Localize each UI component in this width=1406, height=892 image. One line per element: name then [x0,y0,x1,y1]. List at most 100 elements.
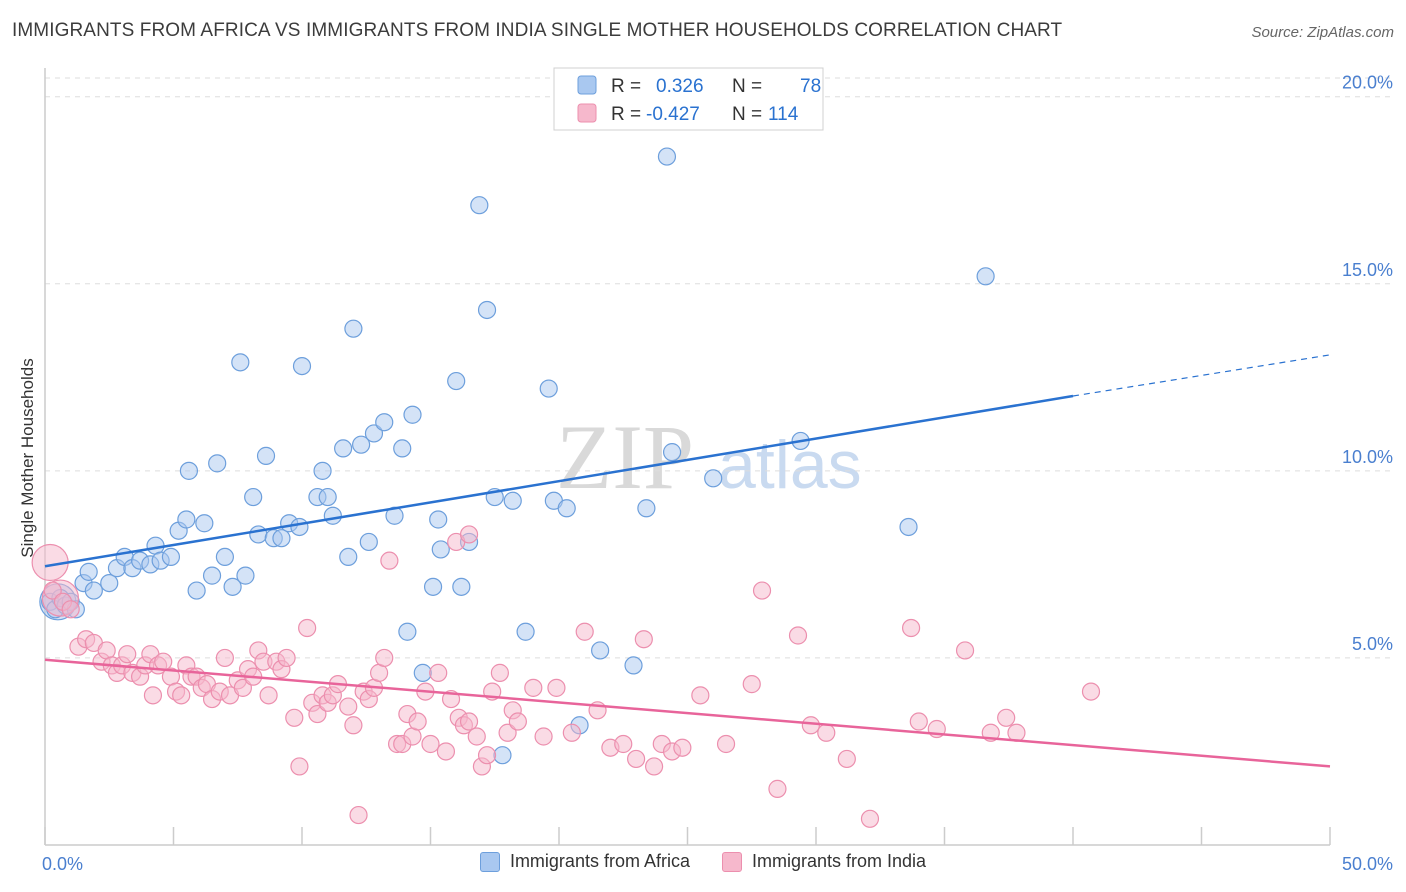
data-point-africa [161,547,181,567]
data-point-africa [503,491,522,510]
data-point-india [801,716,820,735]
data-point-india [524,678,543,697]
data-point-india [716,734,736,754]
y-tick-label: 10.0% [1342,447,1393,467]
watermark-atlas: atlas [718,427,862,503]
legend-swatch-india-bottom [721,851,742,872]
legend-africa-r-value: 0.326 [656,76,704,97]
data-point-india [215,648,234,668]
data-point-india [626,749,646,769]
trend-line-india [44,658,1331,768]
data-point-india [233,678,252,697]
data-point-africa [899,517,918,537]
data-point-africa [323,506,342,525]
y-tick-label: 20.0% [1342,73,1393,93]
data-point-africa [179,461,199,480]
data-point-india [459,712,479,731]
data-point-india [860,809,880,828]
data-point-india [490,663,509,682]
data-point-india [644,757,664,776]
data-point-africa [413,663,432,682]
data-point-india [143,686,163,705]
y-tick-label: 5.0% [1352,634,1393,654]
legend-india-n-value: 114 [768,104,799,125]
data-point-africa [591,641,610,660]
data-point-africa [431,540,450,559]
source-label: Source: ZipAtlas.com [1251,24,1394,41]
data-point-africa [256,446,276,465]
data-point-africa [223,577,242,596]
data-point-india [955,641,975,660]
data-point-africa [398,622,417,641]
data-point-africa [344,319,363,338]
legend-swatch-india [577,103,597,123]
data-point-africa [272,529,291,548]
data-point-india [534,727,553,746]
data-point-india [768,779,787,798]
data-point-africa [452,577,471,596]
legend-swatch-africa-bottom [479,851,500,872]
data-point-africa [393,439,412,458]
legend-africa-n-label: N = [732,76,762,97]
data-point-africa [292,356,312,376]
data-point-africa [187,581,206,600]
data-point-africa [704,469,723,488]
data-point-india [344,716,363,735]
data-point-africa [364,424,384,443]
legend-label-africa: Immigrants from Africa [509,851,690,871]
data-point-india [742,675,761,694]
data-point-india [901,618,921,638]
data-point-india [477,746,497,765]
watermark: ZIP atlas [556,406,862,508]
data-point-india [909,712,928,731]
data-point-africa [423,577,443,596]
trend-line-africa-extension [1072,354,1331,397]
data-point-africa [352,435,371,454]
data-point-india [498,723,517,742]
data-point-africa [236,566,255,585]
data-point-india [339,697,358,716]
data-point-africa [208,454,227,473]
chart-title: IMMIGRANTS FROM AFRICA VS IMMIGRANTS FRO… [12,20,1063,41]
data-point-india [259,686,278,705]
legend-label-india: Immigrants from India [751,851,927,871]
data-point-india [467,727,486,746]
legend-swatch-africa [577,75,597,95]
data-point-africa [313,461,332,480]
legend-africa-r-label: R = [611,76,641,97]
data-point-india [575,622,594,641]
data-point-india [997,708,1016,727]
x-tick-label-min: 0.0% [42,854,83,874]
x-tick-label-max: 50.0% [1342,854,1393,874]
data-point-africa [290,517,309,537]
data-point-india [547,678,566,697]
data-point-india [408,712,427,731]
data-point-india [43,581,62,600]
data-point-india [349,805,368,825]
data-point-india [436,742,456,761]
data-point-africa [334,439,353,458]
data-point-india [614,734,633,754]
y-tick-label: 15.0% [1342,260,1393,280]
trend-lines [44,354,1331,768]
legend-africa-n-value: 78 [800,76,821,97]
data-point-india [752,581,772,600]
data-points [31,147,1101,828]
data-point-india [154,652,173,671]
data-point-africa [637,499,656,518]
data-point-africa [470,196,489,215]
data-point-africa [339,547,358,567]
data-point-africa [100,573,119,593]
data-point-india [61,600,80,619]
data-point-africa [976,267,995,286]
legend-box [553,67,824,131]
data-point-india [380,551,399,570]
data-point-india [1081,682,1101,701]
data-point-india [691,686,710,705]
axes [44,68,1331,846]
data-point-africa [375,413,394,432]
data-point-india [429,663,448,682]
data-point-india [308,704,327,724]
data-point-africa [177,510,196,529]
